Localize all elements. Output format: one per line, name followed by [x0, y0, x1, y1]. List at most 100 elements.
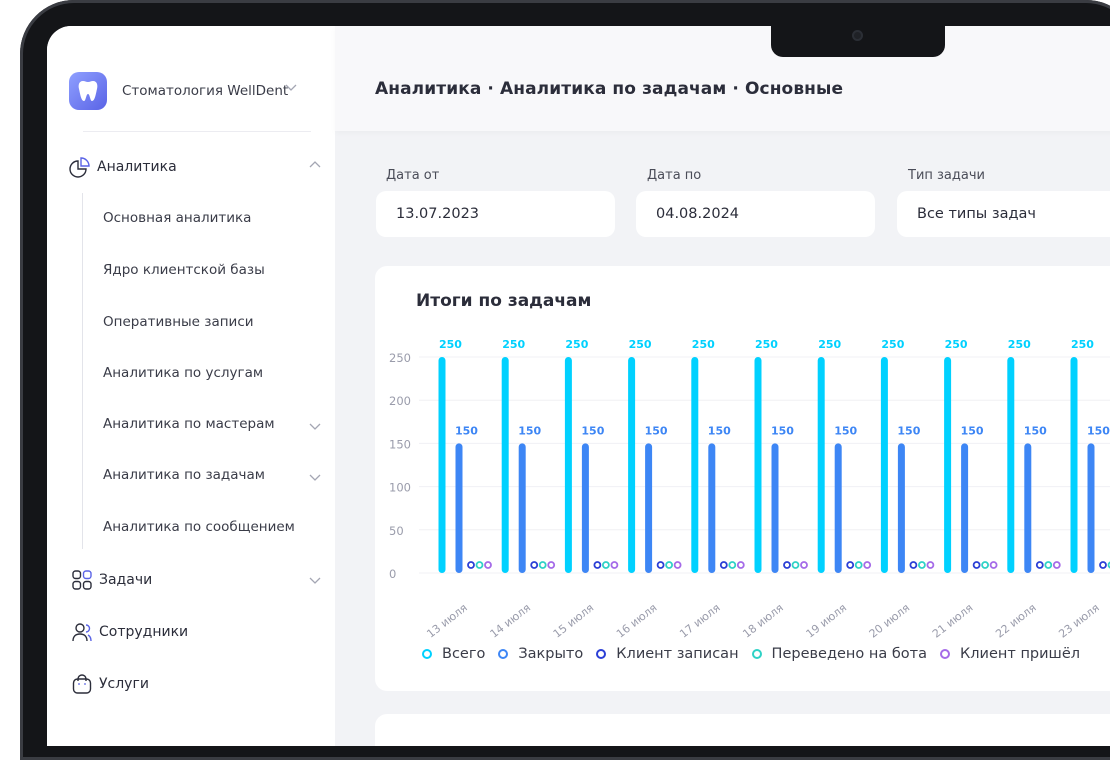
bar-closed [1024, 443, 1031, 573]
header: Аналитика · Аналитика по задачам · Основ… [335, 26, 1110, 131]
data-label-total: 250 [502, 338, 525, 351]
sidebar-item-label: Аналитика [97, 159, 177, 175]
legend-label: Переведено на бота [772, 646, 927, 662]
zero-value-marker [729, 562, 735, 568]
pie-chart-icon [68, 156, 94, 178]
sidebar-divider [83, 131, 311, 132]
legend-item[interactable]: Переведено на бота [752, 646, 927, 662]
data-label-total: 250 [629, 338, 652, 351]
main-content: Аналитика · Аналитика по задачам · Основ… [335, 26, 1110, 746]
zero-value-marker [1045, 562, 1051, 568]
chevron-down-icon[interactable] [309, 577, 321, 585]
date-to-input[interactable]: 04.08.2024 [636, 191, 875, 237]
bar-closed [835, 443, 842, 573]
x-tick-label: 18 июля [740, 601, 785, 641]
sidebar-subitem-client-core[interactable]: Ядро клиентской базы [103, 262, 265, 282]
y-tick-label: 0 [389, 567, 396, 581]
bar-total [439, 357, 446, 573]
x-tick-label: 19 июля [804, 601, 849, 641]
data-label-total: 250 [1071, 338, 1094, 351]
camera-notch [771, 26, 945, 57]
legend-item[interactable]: Клиент пришёл [940, 646, 1080, 662]
chevron-down-icon[interactable] [285, 84, 297, 92]
legend-dot-icon [422, 649, 432, 659]
sidebar-item-analytics[interactable]: Аналитика [68, 156, 177, 178]
sidebar: Стоматология WellDent Аналитика Основная… [47, 26, 335, 746]
chevron-down-icon[interactable] [309, 474, 321, 482]
chevron-down-icon[interactable] [309, 423, 321, 431]
zero-value-marker [548, 562, 554, 568]
data-label-total: 250 [565, 338, 588, 351]
legend-item[interactable]: Всего [422, 646, 485, 662]
data-label-closed: 150 [961, 424, 984, 437]
bar-closed [898, 443, 905, 573]
task-type-select[interactable]: Все типы задач [897, 191, 1110, 237]
bar-closed [582, 443, 589, 573]
zero-value-marker [847, 562, 853, 568]
sidebar-item-services[interactable]: Услуги [71, 673, 149, 695]
x-tick-label: 22 июля [993, 601, 1038, 641]
sidebar-subitem-operative-records[interactable]: Оперативные записи [103, 314, 254, 334]
x-tick-label: 13 июля [424, 601, 469, 641]
chart-legend: Всего Закрыто Клиент записан Переведено на … [422, 646, 1093, 662]
y-tick-label: 150 [389, 437, 411, 451]
legend-item[interactable]: Закрыто [498, 646, 583, 662]
data-label-closed: 150 [897, 424, 920, 437]
y-tick-label: 250 [389, 351, 411, 365]
zero-value-marker [721, 562, 727, 568]
data-label-total: 250 [945, 338, 968, 351]
sidebar-subitem-masters-analytics[interactable]: Аналитика по мастерам [103, 416, 275, 436]
data-label-closed: 150 [518, 424, 541, 437]
sidebar-subitem-messages-analytics[interactable]: Аналитика по сообщением [103, 519, 295, 539]
sidebar-item-label: Услуги [99, 676, 149, 692]
data-label-total: 250 [755, 338, 778, 351]
sidebar-subitem-main-analytics[interactable]: Основная аналитика [103, 210, 251, 230]
zero-value-marker [919, 562, 925, 568]
zero-value-marker [910, 562, 916, 568]
data-label-total: 250 [881, 338, 904, 351]
data-label-closed: 150 [1087, 424, 1110, 437]
org-switcher[interactable]: Стоматология WellDent [69, 72, 288, 110]
secondary-card [375, 714, 1110, 746]
camera-icon [852, 30, 863, 41]
x-tick-label: 20 июля [867, 601, 912, 641]
sidebar-item-employees[interactable]: Сотрудники [71, 621, 188, 643]
sidebar-item-label: Задачи [99, 572, 152, 588]
zero-value-marker [611, 562, 617, 568]
data-label-total: 250 [692, 338, 715, 351]
bar-total [1007, 357, 1014, 573]
submenu-guide-line [82, 193, 83, 549]
sidebar-subitem-tasks-analytics[interactable]: Аналитика по задачам [103, 467, 265, 487]
legend-label: Клиент записан [616, 646, 738, 662]
bar-total [944, 357, 951, 573]
zero-value-marker [666, 562, 672, 568]
x-tick-label: 16 июля [614, 601, 659, 641]
y-tick-label: 50 [389, 524, 404, 538]
zero-value-marker [793, 562, 799, 568]
legend-dot-icon [596, 649, 606, 659]
data-label-closed: 150 [1024, 424, 1047, 437]
chevron-up-icon[interactable] [309, 160, 321, 168]
legend-dot-icon [498, 649, 508, 659]
tooth-logo-icon [69, 72, 107, 110]
breadcrumb: Аналитика · Аналитика по задачам · Основ… [375, 79, 843, 99]
x-tick-label: 15 июля [551, 601, 596, 641]
bar-closed [456, 443, 463, 573]
zero-value-marker [1054, 562, 1060, 568]
zero-value-marker [485, 562, 491, 568]
bar-total [755, 357, 762, 573]
zero-value-marker [603, 562, 609, 568]
zero-value-marker [675, 562, 681, 568]
y-tick-label: 100 [389, 481, 411, 495]
sidebar-item-tasks[interactable]: Задачи [71, 569, 152, 591]
data-label-closed: 150 [581, 424, 604, 437]
date-from-input[interactable]: 13.07.2023 [376, 191, 615, 237]
zero-value-marker [982, 562, 988, 568]
legend-label: Всего [442, 646, 485, 662]
sidebar-subitem-services-analytics[interactable]: Аналитика по услугам [103, 365, 263, 385]
date-from-label: Дата от [386, 168, 439, 183]
data-label-closed: 150 [455, 424, 478, 437]
data-label-closed: 150 [708, 424, 731, 437]
sidebar-item-label: Сотрудники [99, 624, 188, 640]
legend-item[interactable]: Клиент записан [596, 646, 738, 662]
